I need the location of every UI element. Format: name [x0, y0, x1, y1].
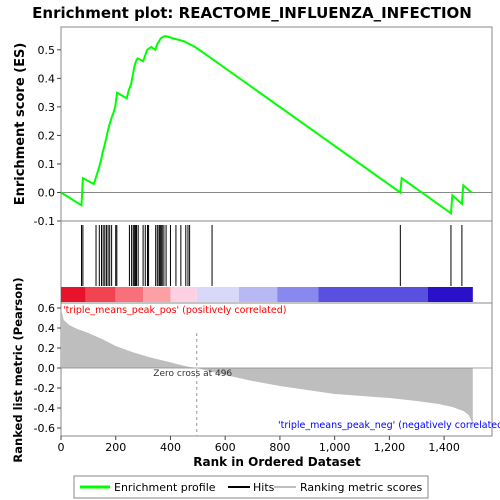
colorbar-segment [277, 287, 319, 302]
colorbar-segment [143, 287, 171, 302]
x-tick-label: 1,000 [319, 441, 351, 454]
colorbar-segment [427, 287, 473, 302]
x-tick-label: 200 [105, 441, 126, 454]
x-tick-label: 800 [269, 441, 290, 454]
ranking-colorbar [61, 287, 473, 302]
es-y-ticks: -0.1 0.0 0.1 0.2 0.3 0.4 0.5 [34, 44, 61, 228]
legend-box [73, 475, 429, 499]
x-tick-label: 0 [58, 441, 65, 454]
negative-correlation-label: 'triple_means_peak_neg' (negatively corr… [278, 420, 500, 431]
enrichment-profile-line [60, 35, 473, 216]
colorbar-segment [61, 287, 86, 302]
colorbar-segment [196, 287, 239, 302]
x-tick-label: 400 [160, 441, 181, 454]
es-y-tick-label: 0.4 [38, 72, 56, 85]
es-panel-frame [60, 26, 493, 222]
colorbar-segment [85, 287, 116, 302]
chart-title: Enrichment plot: REACTOME_INFLUENZA_INFE… [32, 4, 472, 22]
metric-y-ticks: -0.6 -0.4 -0.2 0.0 0.2 0.4 0.6 [34, 302, 61, 435]
metric-panel: Zero cross at 496 'triple_means_peak_pos… [11, 277, 500, 469]
es-y-tick-label: 0.0 [38, 186, 56, 199]
x-ticks: 0 200 400 600 800 1,000 1,200 1,400 [58, 436, 460, 454]
metric-y-tick-label: -0.4 [34, 402, 55, 415]
colorbar-segment [238, 287, 278, 302]
colorbar-segment [318, 287, 428, 302]
metric-y-tick-label: 0.4 [38, 322, 56, 335]
es-y-tick-label: 0.1 [38, 158, 56, 171]
metric-y-tick-label: -0.2 [34, 382, 55, 395]
legend-hits-label: Hits [253, 481, 275, 494]
x-tick-label: 600 [215, 441, 236, 454]
legend: Enrichment profile Hits Ranking metric s… [73, 475, 429, 499]
es-y-tick-label: 0.2 [38, 129, 56, 142]
es-y-tick-label: 0.3 [38, 101, 56, 114]
x-tick-label: 1,200 [374, 441, 406, 454]
es-y-tick-label: -0.1 [34, 215, 55, 228]
metric-y-tick-label: 0.6 [38, 302, 56, 315]
x-axis-label: Rank in Ordered Dataset [193, 455, 361, 469]
colorbar-segment [170, 287, 197, 302]
metric-y-axis-label: Ranked list metric (Pearson) [11, 277, 25, 462]
es-panel: -0.1 0.0 0.1 0.2 0.3 0.4 0.5 Enrichment score … [13, 26, 493, 228]
es-y-tick-label: 0.5 [38, 44, 56, 57]
metric-y-tick-label: 0.2 [38, 342, 56, 355]
es-y-axis-label: Enrichment score (ES) [13, 43, 28, 206]
colorbar-segment [115, 287, 144, 302]
legend-enrichment-label: Enrichment profile [114, 481, 216, 494]
legend-metric-label: Ranking metric scores [300, 481, 422, 494]
metric-y-tick-label: 0.0 [38, 362, 56, 375]
hits-panel [60, 220, 493, 304]
hit-lines [81, 225, 463, 286]
metric-y-tick-label: -0.6 [34, 422, 55, 435]
x-tick-label: 1,400 [428, 441, 460, 454]
positive-correlation-label: 'triple_means_peak_pos' (positively corr… [63, 305, 287, 316]
ranking-metric-area [61, 308, 473, 430]
zero-cross-label: Zero cross at 496 [153, 369, 232, 379]
